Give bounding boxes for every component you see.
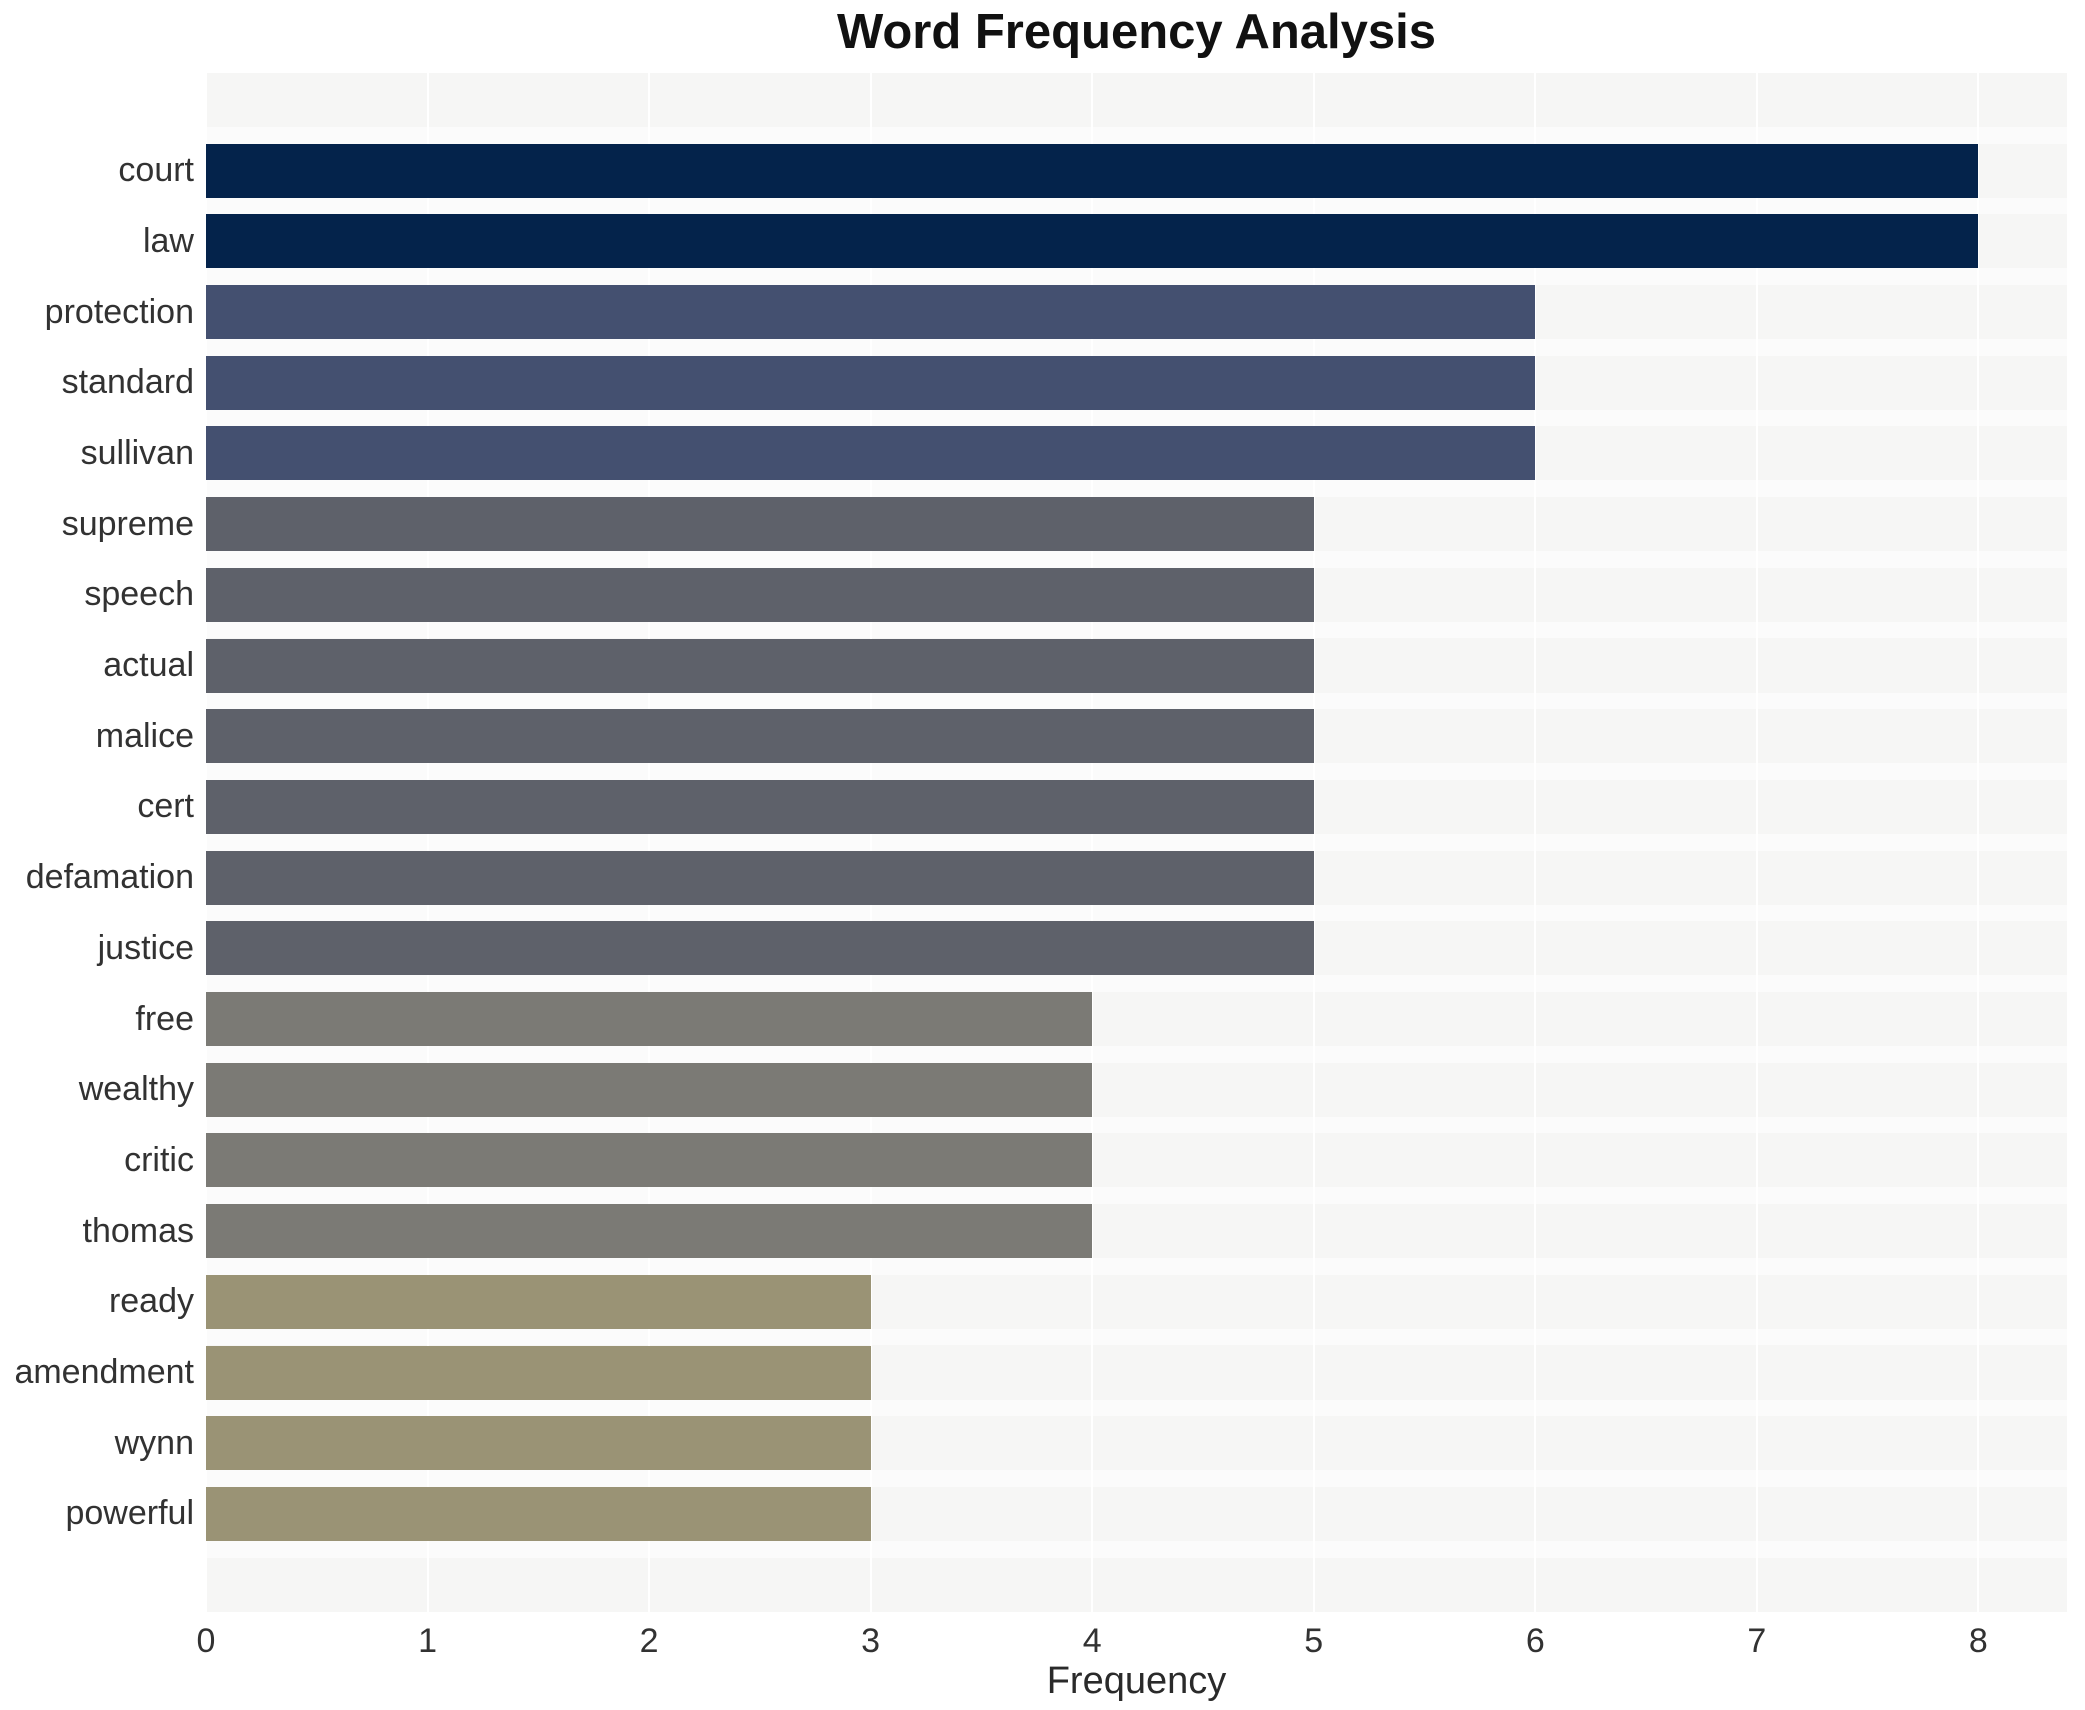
x-tick-label-6: 6 xyxy=(1525,1622,1545,1660)
bar-defamation xyxy=(206,850,1314,905)
y-tick-label-wynn: wynn xyxy=(114,1423,194,1462)
bar-ready xyxy=(206,1274,871,1329)
bar-cert xyxy=(206,779,1314,834)
x-tick-label-0: 0 xyxy=(196,1622,216,1660)
bar-powerful xyxy=(206,1486,871,1541)
y-tick-label-cert: cert xyxy=(137,787,194,826)
row-gap-band xyxy=(206,1328,2067,1346)
bar-wynn xyxy=(206,1416,871,1471)
row-gap-band xyxy=(206,197,2067,215)
bar-malice xyxy=(206,709,1314,764)
row-gap-band xyxy=(206,975,2067,992)
row-gap-band xyxy=(206,692,2067,710)
x-tick-label-2: 2 xyxy=(639,1622,659,1660)
row-gap-band xyxy=(206,763,2067,780)
y-tick-label-thomas: thomas xyxy=(82,1211,195,1250)
row-gap-band xyxy=(206,480,2067,498)
row-gap-band xyxy=(206,1399,2067,1417)
bar-actual xyxy=(206,638,1314,693)
x-axis-title: Frequency xyxy=(1046,1660,1227,1702)
y-tick-label-court: court xyxy=(118,151,194,190)
row-gap-band xyxy=(206,268,2067,285)
row-gap-band xyxy=(206,1258,2067,1275)
row-gap-band xyxy=(206,1187,2067,1205)
y-tick-label-wealthy: wealthy xyxy=(78,1070,194,1109)
bar-thomas xyxy=(206,1204,1093,1259)
bar-protection xyxy=(206,285,1536,339)
bar-amendment xyxy=(206,1345,871,1400)
bar-court xyxy=(206,143,1979,198)
row-gap-band xyxy=(206,833,2067,851)
bar-critic xyxy=(206,1133,1093,1188)
y-tick-label-supreme: supreme xyxy=(61,504,194,543)
row-gap-band xyxy=(206,1046,2067,1063)
bar-law xyxy=(206,214,1979,269)
bar-standard xyxy=(206,355,1536,410)
y-tick-label-law: law xyxy=(142,221,194,260)
bar-justice xyxy=(206,921,1314,976)
bar-wealthy xyxy=(206,1062,1093,1117)
row-gap-band xyxy=(206,551,2067,568)
bar-sullivan xyxy=(206,426,1536,481)
bar-supreme xyxy=(206,497,1314,552)
y-tick-label-powerful: powerful xyxy=(65,1494,194,1533)
y-tick-label-standard: standard xyxy=(61,363,194,402)
bar-speech xyxy=(206,567,1314,622)
x-tick-label-1: 1 xyxy=(418,1622,438,1660)
row-gap-band xyxy=(206,904,2067,922)
x-tick-label-4: 4 xyxy=(1082,1622,1102,1660)
y-tick-label-ready: ready xyxy=(108,1282,194,1321)
x-tick-label-3: 3 xyxy=(861,1622,881,1660)
row-gap-band xyxy=(206,126,2067,144)
y-tick-label-sullivan: sullivan xyxy=(80,433,194,472)
y-axis-labels: court law protection standard sullivan suprem… xyxy=(0,73,194,1612)
x-tick-label-5: 5 xyxy=(1304,1622,1324,1660)
y-tick-label-justice: justice xyxy=(97,928,194,967)
x-tick-label-7: 7 xyxy=(1747,1622,1767,1660)
y-tick-label-critic: critic xyxy=(124,1140,194,1179)
row-gap-band xyxy=(206,409,2067,427)
x-tick-label-8: 8 xyxy=(1968,1622,1988,1660)
y-tick-label-defamation: defamation xyxy=(25,858,194,897)
y-tick-label-speech: speech xyxy=(84,575,194,614)
bar-free xyxy=(206,992,1093,1046)
plot-area xyxy=(206,73,2067,1612)
row-gap-band xyxy=(206,1116,2067,1134)
row-gap-band xyxy=(206,1540,2067,1558)
row-gap-band xyxy=(206,621,2067,639)
row-gap-band xyxy=(206,339,2067,356)
y-tick-label-protection: protection xyxy=(44,292,194,331)
y-tick-label-actual: actual xyxy=(103,646,194,684)
y-tick-label-amendment: amendment xyxy=(14,1353,194,1391)
row-gap-band xyxy=(206,1470,2067,1487)
y-tick-label-free: free xyxy=(135,999,194,1038)
y-tick-label-malice: malice xyxy=(95,716,194,755)
chart-title: Word Frequency Analysis xyxy=(836,5,1437,59)
